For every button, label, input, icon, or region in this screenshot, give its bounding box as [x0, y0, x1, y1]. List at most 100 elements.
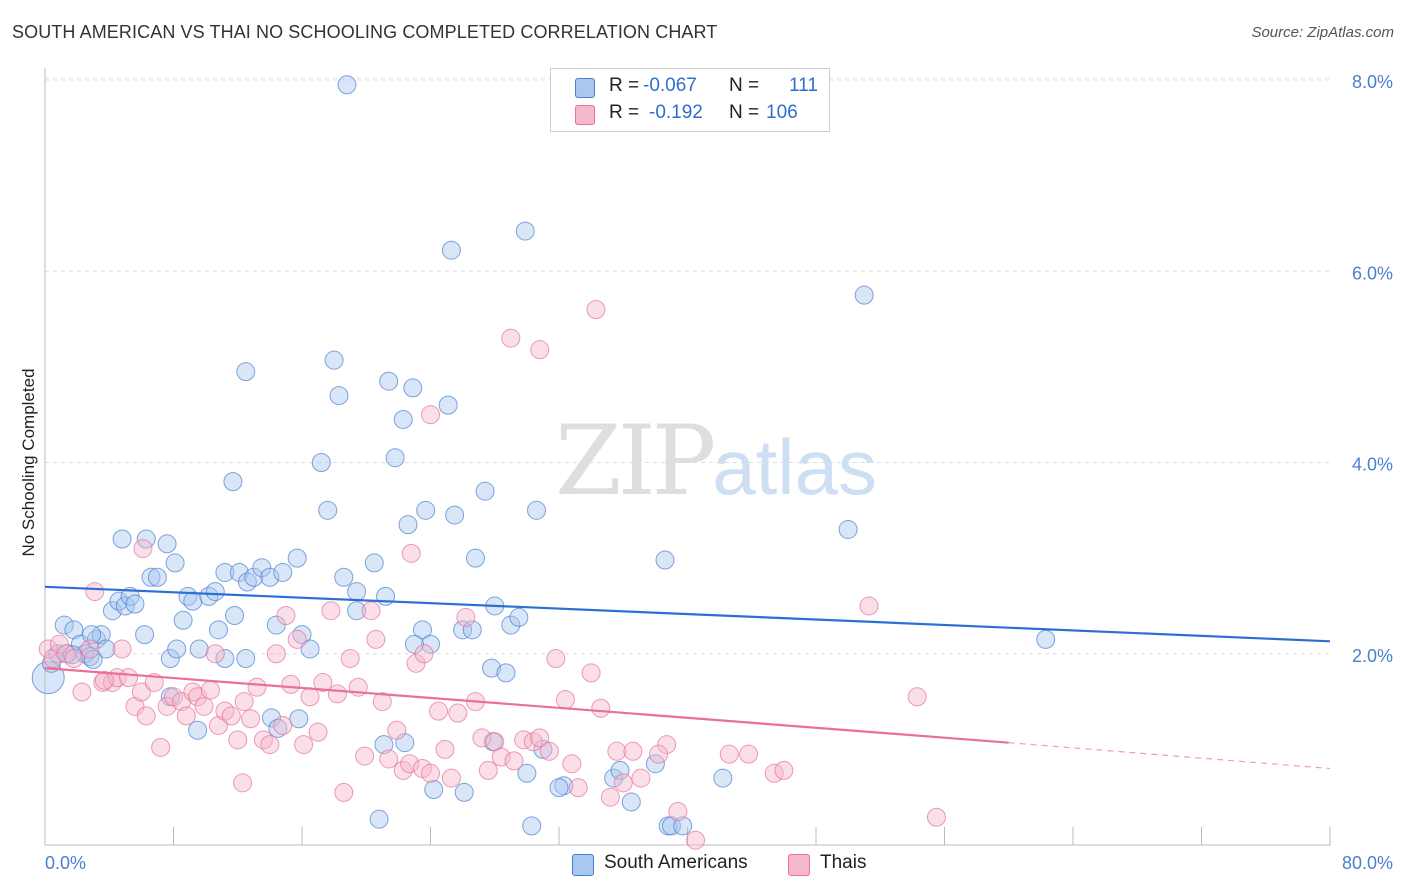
thai-point [208, 715, 228, 735]
thai-point [308, 722, 328, 742]
thai-point [607, 741, 627, 761]
watermark-atlas: atlas [712, 423, 877, 511]
correlation-legend: R = -0.067 N = 111 R = -0.192 N = 106 [550, 68, 830, 132]
south-american-point [311, 453, 331, 472]
thai-point [366, 629, 386, 649]
south-american-point [215, 562, 235, 582]
thai-point [421, 763, 440, 783]
south-american-point [141, 567, 161, 587]
thai-point [539, 741, 559, 761]
y-tick-label: 4.0% [1352, 455, 1393, 475]
thai-point [530, 728, 550, 748]
south-american-point [252, 558, 272, 578]
south-american-point [289, 709, 309, 729]
south-american-point [112, 529, 132, 549]
thai-point [530, 340, 550, 360]
thai-point [340, 649, 360, 669]
legend-row-thais: R = -0.192 N = 106 [551, 102, 829, 126]
watermark-zip: ZIP [555, 405, 716, 517]
thai-point [649, 744, 669, 764]
south-american-point [412, 620, 432, 640]
thai-point [94, 671, 114, 691]
south-american-point [273, 562, 293, 582]
south-american-point [244, 567, 264, 587]
thai-point [157, 696, 177, 716]
legend-r-label: R = [609, 75, 640, 96]
thai-point [194, 696, 214, 716]
bottom-legend-label: Thais [820, 852, 867, 873]
south-american-point [287, 548, 307, 568]
south-american-point [266, 615, 286, 635]
south-american-point [604, 768, 624, 788]
south-american-point [416, 500, 436, 520]
thai-point [504, 751, 524, 771]
legend-r-label: R = [609, 102, 640, 123]
thai-point [200, 680, 220, 700]
thai-point [247, 677, 267, 697]
chart-title: SOUTH AMERICAN VS THAI NO SCHOOLING COMP… [12, 22, 718, 42]
thai-point [719, 744, 739, 764]
thai-point [43, 649, 63, 669]
south-american-point [261, 708, 281, 728]
south-american-point [347, 582, 367, 602]
thai-point [491, 747, 511, 767]
thai-point [586, 300, 606, 319]
thai-point [176, 706, 196, 726]
thai-point [421, 405, 440, 425]
thai-point [514, 730, 534, 750]
thai-point [355, 746, 375, 766]
south-american-point [324, 350, 344, 370]
south-american-point [376, 586, 396, 606]
south-american-point [183, 591, 203, 611]
thai-point [300, 687, 320, 707]
thai-point [119, 668, 139, 688]
south-american-point [337, 75, 357, 95]
thai-point [372, 692, 392, 712]
thai-point [221, 706, 241, 726]
south-american-point [421, 634, 440, 654]
thai-point [555, 690, 575, 710]
thai-point [233, 773, 253, 793]
south-american-point [655, 550, 675, 570]
thai-point [72, 682, 92, 702]
thai-point [562, 754, 582, 774]
thai-point [112, 639, 132, 659]
legend-n-label: N = [729, 102, 760, 123]
south-american-point [465, 548, 485, 568]
thai-point [379, 749, 399, 769]
south-american-point [661, 816, 681, 836]
thai-point [591, 698, 611, 718]
thai-point [64, 649, 84, 669]
south-american-point [438, 395, 458, 415]
south-american-point [215, 649, 235, 669]
south-american-point [260, 567, 280, 587]
south-american-point [334, 567, 354, 587]
south-american-point [125, 594, 145, 614]
thai-point [456, 607, 476, 627]
south-american-point [189, 639, 209, 659]
south-american-point [374, 735, 394, 755]
south-american-point [496, 663, 516, 683]
thai-point [136, 706, 156, 726]
thai-point [774, 760, 794, 780]
source-credit: Source: ZipAtlas.com [1251, 24, 1394, 41]
thai-point [361, 601, 381, 621]
south-american-point [369, 809, 389, 829]
thai-point [287, 629, 307, 649]
south-american-point [509, 607, 529, 627]
thai-point [435, 739, 455, 759]
thai-point [739, 744, 759, 764]
thai-point [273, 715, 293, 735]
thai-point [260, 735, 280, 755]
south-american-point [160, 649, 180, 669]
y-tick-label: 2.0% [1352, 646, 1393, 666]
thai-point [429, 701, 449, 721]
south-american-point [225, 606, 245, 625]
legend-n-value: 111 [789, 75, 818, 96]
south-american-point [453, 620, 473, 640]
thai-point [294, 735, 314, 755]
legend-n-value: 106 [766, 102, 798, 123]
thai-point [313, 672, 333, 692]
south-american-point [135, 625, 155, 645]
south-american-point [522, 816, 542, 836]
